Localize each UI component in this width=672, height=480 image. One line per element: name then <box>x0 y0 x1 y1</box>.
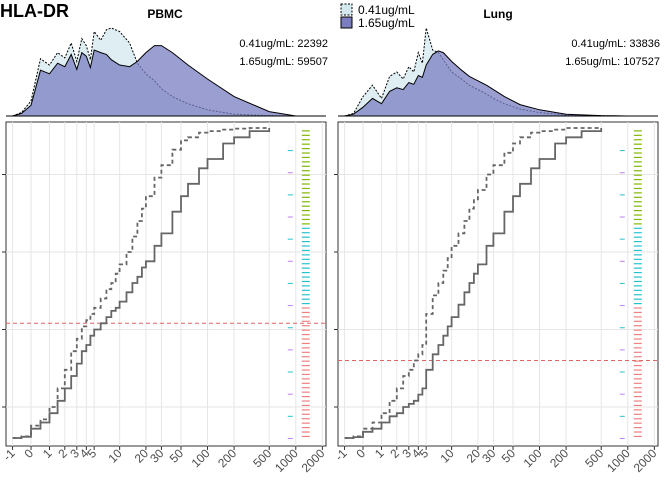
lung-x-tick-label: 200 <box>547 446 571 470</box>
lung-x-tick-label: 10 <box>437 446 457 466</box>
pbmc-x-tick-label: 1000 <box>272 446 301 475</box>
pbmc-x-tick-label: 0 <box>22 446 37 461</box>
legend-label-low: 0.41ug/mL <box>358 3 415 17</box>
pbmc-x-tick-label: 2000 <box>299 446 328 475</box>
pbmc-x-tick-label: 30 <box>147 446 167 466</box>
lung-x-tick-label: 50 <box>499 446 519 466</box>
lung-x-tick-label: 2 <box>387 446 402 461</box>
legend-swatch-low <box>340 3 353 16</box>
pbmc-x-tick-label: 10 <box>105 446 125 466</box>
pbmc-x-tick-label: 200 <box>215 446 239 470</box>
lung-annotation-high: 1.65ug/mL: 107527 <box>565 56 660 68</box>
lung-ecdf-low-line <box>344 127 602 439</box>
lung-density-panel: Lung 0.41ug/mL: 33836 1.65ug/mL: 107527 <box>338 7 660 117</box>
lung-density-high-area <box>344 50 655 117</box>
lung-x-tick-label: 100 <box>521 446 545 470</box>
legend: 0.41ug/mL 1.65ug/mL <box>340 3 415 30</box>
pbmc-x-tick-label: 100 <box>189 446 213 470</box>
lung-ecdf-frame <box>337 121 659 447</box>
pbmc-x-tick-label: 50 <box>167 446 187 466</box>
figure-title: HLA-DR <box>0 1 69 21</box>
lung-x-tick-label: 1 <box>372 446 387 461</box>
pbmc-x-tick-label: 500 <box>250 446 274 470</box>
pbmc-x-tick-label: 2 <box>55 446 70 461</box>
pbmc-density-high-area <box>12 45 323 117</box>
pbmc-annotation-high: 1.65ug/mL: 59507 <box>239 56 328 68</box>
lung-panel-title: Lung <box>483 7 512 21</box>
lung-x-tick-label: 500 <box>582 446 606 470</box>
lung-x-tick-label: 1000 <box>604 446 633 475</box>
pbmc-ecdf-high-line <box>12 128 271 439</box>
pbmc-panel-title: PBMC <box>147 7 183 21</box>
lung-annotation-low: 0.41ug/mL: 33836 <box>571 38 660 50</box>
lung-ecdf-high-line <box>344 128 603 439</box>
lung-x-tick-label: 2000 <box>631 446 660 475</box>
legend-label-high: 1.65ug/mL <box>358 16 415 30</box>
pbmc-x-tick-label: 1 <box>40 446 55 461</box>
lung-x-tick-label: 30 <box>479 446 499 466</box>
pbmc-ecdf-low-line <box>12 127 270 439</box>
pbmc-ecdf-frame <box>5 121 327 447</box>
lung-x-tick-label: 0 <box>354 446 369 461</box>
lung-x-tick-label: -1 <box>332 446 350 464</box>
pbmc-annotation-low: 0.41ug/mL: 22392 <box>239 38 328 50</box>
legend-swatch-high <box>340 16 353 29</box>
pbmc-density-panel: PBMC 0.41ug/mL: 22392 1.65ug/mL: 59507 <box>6 7 328 117</box>
pbmc-x-tick-label: -1 <box>0 446 18 464</box>
